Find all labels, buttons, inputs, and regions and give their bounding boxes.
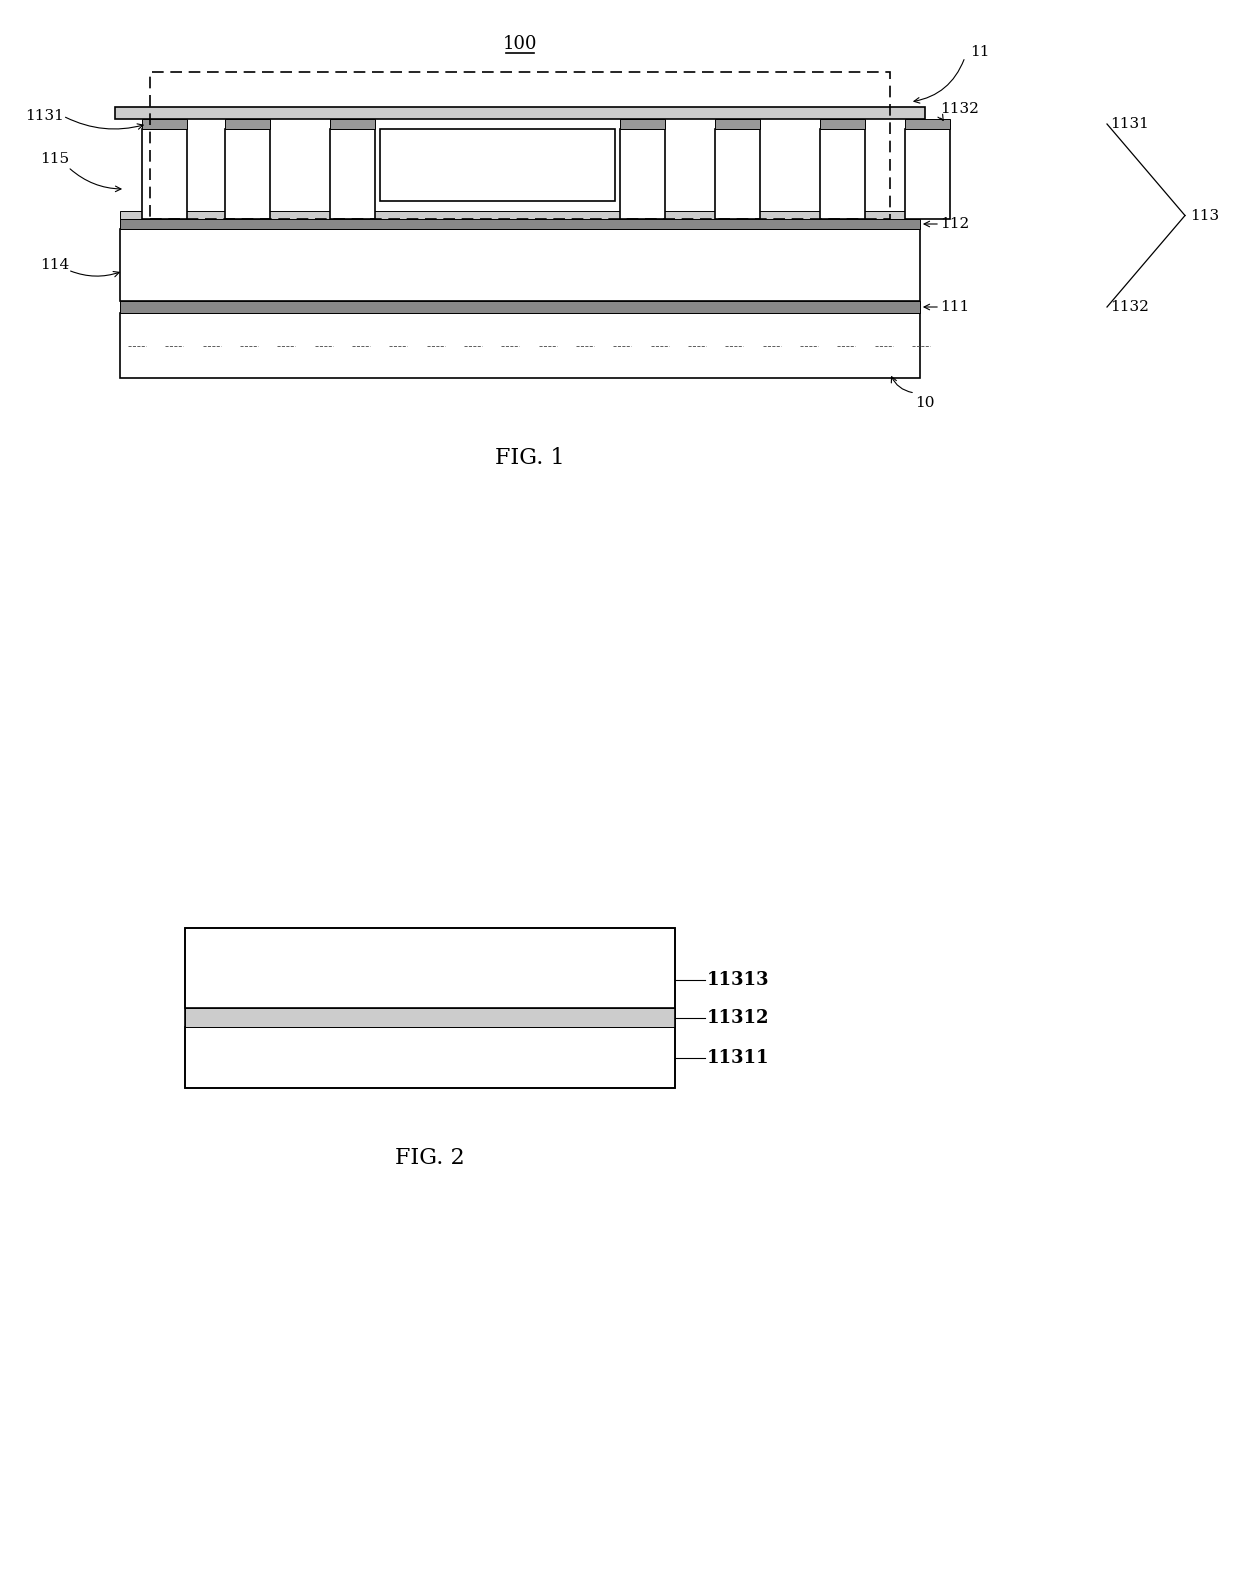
Bar (120, 218, 920, 229)
Text: 112: 112 (940, 217, 970, 231)
Bar (330, 119, 374, 129)
Bar (905, 119, 950, 129)
Bar (185, 1008, 675, 1027)
Text: FIG. 2: FIG. 2 (396, 1147, 465, 1169)
Bar (715, 129, 760, 218)
Bar (620, 119, 665, 129)
Bar (620, 129, 665, 218)
Bar (905, 129, 950, 218)
Text: 1132: 1132 (940, 102, 978, 116)
Bar (120, 210, 920, 218)
Text: 11313: 11313 (707, 972, 770, 989)
Bar (185, 1027, 675, 1088)
Bar (224, 119, 270, 129)
Bar (143, 119, 187, 129)
Bar (330, 129, 374, 218)
Text: 11: 11 (970, 45, 990, 59)
Bar (143, 129, 187, 218)
Bar (715, 119, 760, 129)
Text: 100: 100 (502, 35, 537, 53)
Text: 114: 114 (40, 258, 69, 272)
Bar (379, 129, 615, 201)
Text: 1131: 1131 (1110, 116, 1149, 131)
Text: 10: 10 (915, 397, 935, 409)
Bar (820, 129, 866, 218)
Bar (115, 107, 925, 119)
Text: FIG. 1: FIG. 1 (495, 448, 564, 468)
Text: 11312: 11312 (707, 1008, 770, 1026)
Bar (120, 312, 920, 378)
Bar (185, 929, 675, 1088)
Text: 11311: 11311 (707, 1048, 770, 1067)
Text: 115: 115 (40, 151, 69, 166)
Bar (820, 119, 866, 129)
Text: 1132: 1132 (1110, 299, 1149, 314)
Bar (185, 929, 675, 1008)
Bar (150, 72, 890, 218)
Text: 113: 113 (1190, 209, 1219, 223)
Bar (120, 301, 920, 312)
Text: 1131: 1131 (25, 108, 64, 123)
Text: 111: 111 (940, 299, 970, 314)
Bar (224, 129, 270, 218)
Bar (120, 229, 920, 301)
